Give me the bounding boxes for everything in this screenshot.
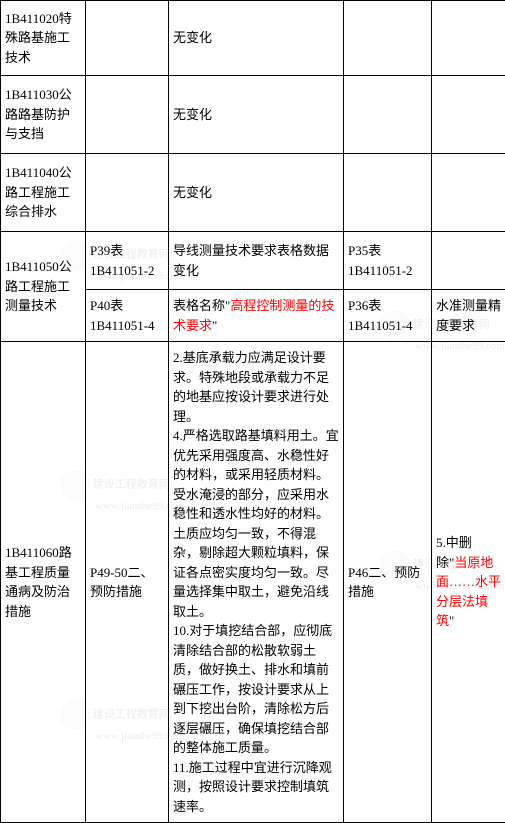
section-code: 1B411020特殊路基施工技术 [1,1,86,76]
section-code: 1B411030公路路基防护与支挡 [1,76,86,154]
cell: P46二、预防措施 [344,342,432,823]
cell: 无变化 [169,76,344,154]
cell: P39表1B411051-2 [86,232,169,290]
cell: 水准测量精度要求 [432,290,505,342]
cell: 2.基底承载力应满足设计要求。特殊地段或承载力不足的地基应按设计要求进行处理。 … [169,342,344,823]
section-code: 1B411060路基工程质量通病及防治措施 [1,342,86,823]
section-code: 1B411040公路工程施工综合排水 [1,154,86,232]
cell: 导线测量技术要求表格数据变化 [169,232,344,290]
cell [432,154,505,232]
cell: 无变化 [169,154,344,232]
cell [86,1,169,76]
cell [432,1,505,76]
table-row: 1B411060路基工程质量通病及防治措施 P49-50二、预防措施 2.基底承… [1,342,505,823]
cell [432,232,505,290]
cell [344,76,432,154]
table-row: 1B411040公路工程施工综合排水 无变化 [1,154,505,232]
cell: P40表1B411051-4 [86,290,169,342]
table-row: 1B411030公路路基防护与支挡 无变化 [1,76,505,154]
cell: P35表1B411051-2 [344,232,432,290]
cell [344,154,432,232]
cell [344,1,432,76]
table-row: 1B411020特殊路基施工技术 无变化 [1,1,505,76]
content-table: 1B411020特殊路基施工技术 无变化 1B411030公路路基防护与支挡 无… [0,0,505,823]
section-code: 1B411050公路工程施工测量技术 [1,232,86,342]
cell: 5.中删除"当原地面……水平分层法填筑" [432,342,505,823]
cell: 表格名称"高程控制测量的技术要求" [169,290,344,342]
cell: 无变化 [169,1,344,76]
cell [86,76,169,154]
cell: P49-50二、预防措施 [86,342,169,823]
cell: P36表1B411051-4 [344,290,432,342]
table-row: 1B411050公路工程施工测量技术 P39表1B411051-2 导线测量技术… [1,232,505,290]
text-prefix: 表格名称" [173,298,230,313]
text-suffix: " [212,318,217,333]
cell [86,154,169,232]
text-suffix: " [449,613,454,628]
cell [432,76,505,154]
